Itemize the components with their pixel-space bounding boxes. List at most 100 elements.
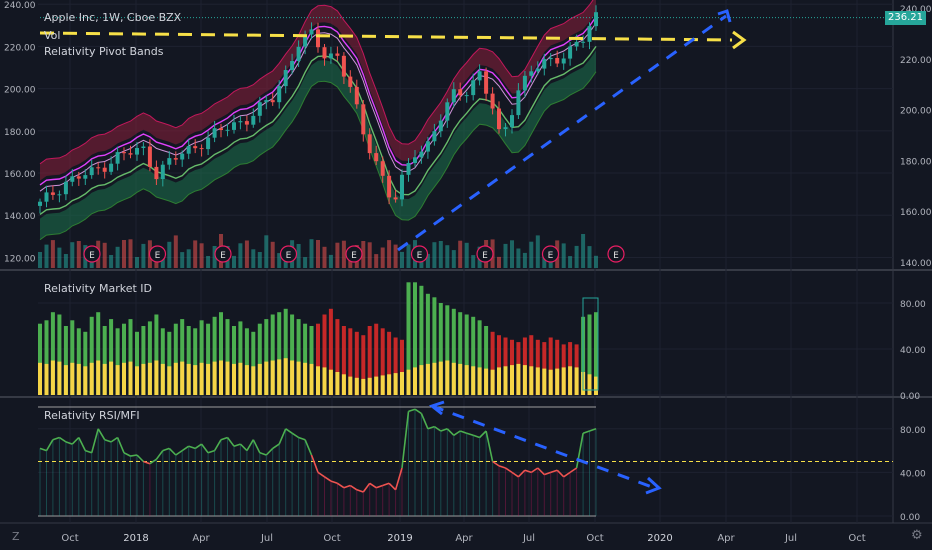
- right-y-tick-label: 240.00: [900, 5, 932, 15]
- market-green-bar: [296, 319, 301, 395]
- rsi-line-segment: [589, 428, 597, 432]
- market-green-bar: [264, 319, 269, 395]
- market-yellow-bar: [471, 366, 476, 396]
- market-yellow-bar: [400, 372, 404, 395]
- volume-bar: [458, 240, 463, 268]
- rsi-line-segment: [459, 430, 467, 434]
- rsi-line-segment: [511, 471, 519, 478]
- candle-body: [348, 76, 353, 87]
- candle-body: [581, 41, 586, 43]
- volume-bar: [438, 241, 443, 268]
- yellow-dashed-arrow: [39, 31, 733, 42]
- rsi-line-segment: [136, 454, 144, 463]
- volume-bar: [464, 242, 469, 268]
- volume-bar: [328, 254, 333, 268]
- market-green-bar: [270, 314, 275, 395]
- pivot-bands-label[interactable]: Relativity Pivot Bands: [44, 45, 164, 58]
- volume-bar: [264, 235, 269, 268]
- market-green-bar: [283, 308, 288, 396]
- lower-pivot-band: [40, 50, 596, 240]
- volume-label[interactable]: Vol: [44, 29, 61, 42]
- market-yellow-bar: [438, 361, 443, 395]
- earnings-marker: [345, 245, 363, 263]
- rsi-line-segment: [394, 467, 403, 491]
- market-yellow-bar: [542, 368, 547, 395]
- y-tick-label: 200.00: [4, 86, 36, 96]
- market-highlight-box: [582, 297, 599, 391]
- blue-arrow-head: [717, 9, 732, 23]
- rsi-line-segment: [181, 445, 190, 452]
- gear-icon[interactable]: ⚙: [911, 528, 923, 543]
- candle-body: [561, 58, 566, 64]
- rsi-line-segment: [317, 471, 325, 478]
- market-id-label[interactable]: Relativity Market ID: [44, 282, 152, 295]
- rsi-y-tick-label: 80.00: [900, 426, 926, 436]
- rsi-line-segment: [90, 428, 99, 454]
- rsi-line-segment: [252, 439, 261, 454]
- rsi-line-segment: [420, 413, 429, 430]
- x-tick-label: Apr: [455, 533, 473, 544]
- candle-body: [135, 148, 139, 155]
- x-tick-label: Jul: [260, 533, 273, 544]
- rsi-line-segment: [446, 428, 455, 436]
- market-red-bar: [374, 323, 379, 395]
- earnings-marker-label: E: [482, 251, 488, 261]
- volume-bar: [574, 245, 579, 268]
- x-tick-label: Oct: [586, 533, 603, 544]
- candle-body: [503, 127, 508, 130]
- market-yellow-bar: [109, 361, 114, 395]
- earnings-marker: [607, 245, 625, 263]
- candle-body: [219, 128, 223, 130]
- market-yellow-bar: [173, 362, 178, 395]
- last-price-tag: 236.21: [885, 11, 926, 25]
- market-yellow-bar: [490, 369, 495, 395]
- volume-bar: [542, 252, 547, 268]
- volume-bar: [594, 255, 598, 268]
- rsi-mfi-label[interactable]: Relativity RSI/MFI: [44, 409, 140, 422]
- rsi-line-segment: [149, 458, 157, 465]
- earnings-marker-label: E: [220, 251, 226, 261]
- z-label[interactable]: Z: [12, 530, 20, 543]
- candle-body: [568, 46, 573, 59]
- market-yellow-bar: [548, 369, 553, 395]
- market-red-bar: [380, 328, 385, 395]
- market-green-bar: [484, 326, 489, 395]
- market-yellow-bar: [96, 360, 101, 395]
- market-yellow-bar: [219, 360, 223, 395]
- market-green-bar: [38, 323, 42, 395]
- market-yellow-bar: [180, 361, 185, 395]
- rsi-line-segment: [544, 471, 551, 476]
- rsi-line-segment: [58, 436, 67, 443]
- candle-body: [471, 80, 476, 96]
- market-yellow-bar: [122, 362, 126, 395]
- rsi-line-segment: [143, 460, 151, 465]
- market-yellow-bar: [89, 362, 94, 395]
- market-green-bar: [115, 328, 120, 395]
- candle-body: [147, 146, 152, 167]
- candle-body: [38, 201, 42, 206]
- market-green-bar: [212, 316, 217, 395]
- candle-body: [374, 153, 379, 162]
- candle-body: [277, 86, 282, 103]
- rsi-line-segment: [155, 450, 164, 460]
- rsi-line-segment: [466, 432, 474, 437]
- rsi-line-segment: [517, 469, 526, 478]
- rsi-line-segment: [71, 436, 80, 445]
- volume-bar: [70, 242, 75, 268]
- symbol-title[interactable]: Apple Inc, 1W, Cboe BZX: [44, 11, 182, 24]
- market-yellow-bar: [529, 366, 534, 396]
- candle-body: [83, 175, 88, 179]
- candle-body: [432, 131, 437, 142]
- rsi-line-segment: [39, 447, 47, 452]
- candle-body: [387, 175, 392, 198]
- volume-bar: [167, 241, 172, 268]
- market-yellow-bar: [464, 365, 469, 395]
- market-red-bar: [503, 337, 508, 395]
- volume-bar: [199, 243, 204, 268]
- rsi-line-segment: [382, 482, 390, 487]
- candle-body: [335, 53, 340, 56]
- rsi-line-segment: [414, 408, 422, 415]
- market-green-bar: [63, 326, 68, 395]
- rsi-line-segment: [233, 443, 241, 447]
- market-green-bar: [135, 331, 139, 396]
